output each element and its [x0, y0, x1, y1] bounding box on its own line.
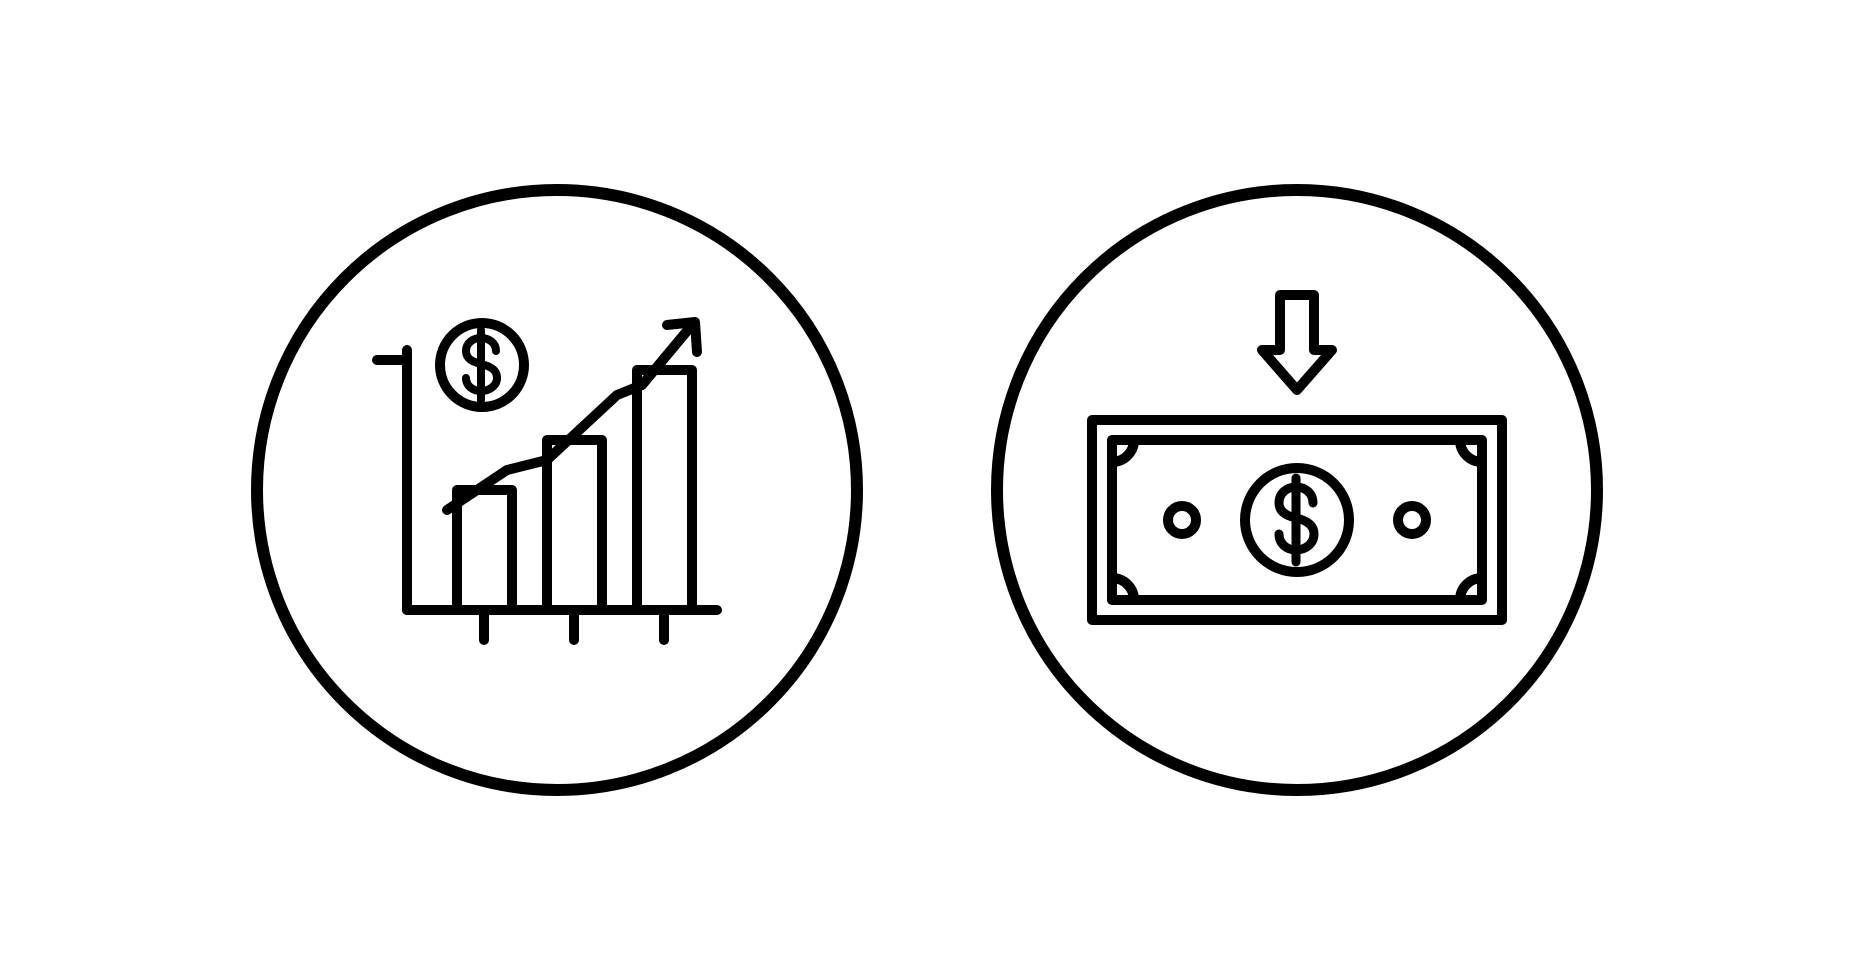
icon-row	[247, 180, 1607, 800]
cash-deposit-icon	[987, 180, 1607, 800]
financial-growth-chart-icon	[247, 180, 867, 800]
